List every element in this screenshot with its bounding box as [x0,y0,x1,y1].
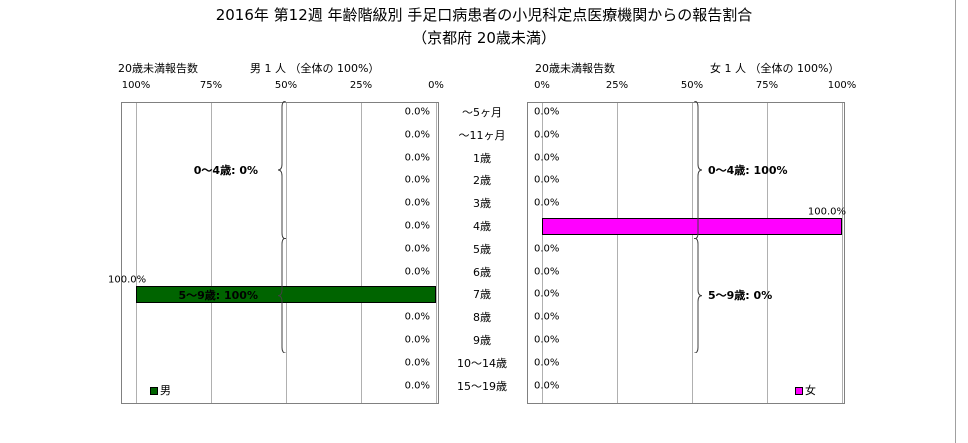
female-subheader-right: 女 1 人 （全体の 100%） [710,62,840,75]
category-label: 9歳 [473,334,491,347]
male-data-label: 0.0% [404,152,430,164]
category-label: 2歳 [473,174,491,188]
male-tick-label: 0% [428,80,444,91]
female-tick-label: 75% [755,80,779,91]
male-bar [136,286,436,304]
female-legend: 女 [795,382,816,398]
female-brace [693,101,703,239]
male-data-label: 0.0% [404,311,430,323]
category-label: 1歳 [473,151,491,165]
category-label: 3歳 [473,197,491,211]
male-data-label: 0.0% [404,243,430,255]
male-tick-label: 100% [121,80,151,91]
male-gridline [286,103,287,403]
female-gridline [692,103,693,403]
category-label: 7歳 [473,288,491,302]
male-legend-label: 男 [160,384,171,397]
male-gridline [436,103,437,403]
female-gridline [767,103,768,403]
male-data-label: 0.0% [404,266,430,278]
window-edge-line [955,0,956,443]
female-subheader-left: 20歳未満報告数 [535,62,615,75]
female-legend-label: 女 [805,384,816,397]
male-data-label: 0.0% [404,129,430,141]
female-data-label: 0.0% [534,129,560,141]
female-data-label: 0.0% [534,288,560,300]
female-tick-label: 100% [827,80,857,91]
male-plot-area: 0.0% 0.0% 0.0% 0.0% 0.0% 0.0% 0.0% 0.0% 100.0% 0.… [108,101,439,404]
male-gridline [361,103,362,403]
female-data-label: 0.0% [534,334,560,346]
male-group-label: 5～9歳: 100% [178,289,258,303]
female-data-label: 0.0% [534,380,560,392]
female-data-label: 0.0% [534,266,560,278]
female-brace [693,237,703,353]
female-data-label: 0.0% [534,197,560,209]
female-plot-area: 0.0% 0.0% 0.0% 0.0% 0.0% 100.0% 0.0% 0.0% 0.0% 0.… [527,101,846,404]
female-group-label: 5～9歳: 0% [708,289,773,303]
female-data-label: 0.0% [534,357,560,369]
category-label: 10～14歳 [457,356,507,370]
female-gridline [617,103,618,403]
female-data-label: 100.0% [807,206,846,218]
female-tick-label: 0% [534,80,550,91]
male-data-label: 0.0% [404,197,430,209]
male-gridline [211,103,212,403]
category-label: 4歳 [473,220,491,233]
category-label: 6歳 [473,265,491,279]
male-data-label: 0.0% [404,334,430,346]
female-gridline [542,103,543,403]
male-tick-label: 25% [349,80,373,91]
male-data-label: 100.0% [108,274,147,286]
male-data-label: 0.0% [404,357,430,369]
male-subheader-left: 20歳未満報告数 [118,62,198,75]
male-tick-label: 50% [274,80,298,91]
chart-title: 2016年 第12週 年齢階級別 手足口病患者の小児科定点医療機関からの報告割合 [215,6,753,24]
female-data-label: 0.0% [534,106,560,118]
category-label: ～5ヶ月 [462,106,502,119]
female-data-label: 0.0% [534,243,560,255]
category-label: ～11ヶ月 [458,128,506,142]
male-brace [277,101,287,239]
male-data-label: 0.0% [404,174,430,186]
male-legend: 男 [150,382,171,398]
female-data-label: 0.0% [534,152,560,164]
chart-subtitle: （京都府 20歳未満） [412,29,556,47]
category-label: 8歳 [473,311,491,325]
female-legend-swatch [795,387,803,395]
female-tick-label: 50% [680,80,704,91]
male-tick-label: 75% [199,80,223,91]
male-group-label: 0～4歳: 0% [193,164,258,177]
female-tick-label: 25% [605,80,629,91]
male-data-label: 0.0% [404,380,430,392]
male-brace [277,237,287,353]
category-label: 5歳 [473,242,491,256]
male-legend-swatch [150,387,158,395]
male-gridline [136,103,137,403]
category-label: 15～19歳 [457,379,507,393]
female-data-label: 0.0% [534,174,560,186]
female-bar [542,218,842,235]
male-data-label: 0.0% [404,106,430,118]
female-group-label: 0～4歳: 100% [708,164,788,177]
female-data-label: 0.0% [534,311,560,323]
female-gridline [842,103,843,403]
male-data-label: 0.0% [404,220,430,232]
male-subheader-right: 男 1 人 （全体の 100%） [250,62,380,75]
